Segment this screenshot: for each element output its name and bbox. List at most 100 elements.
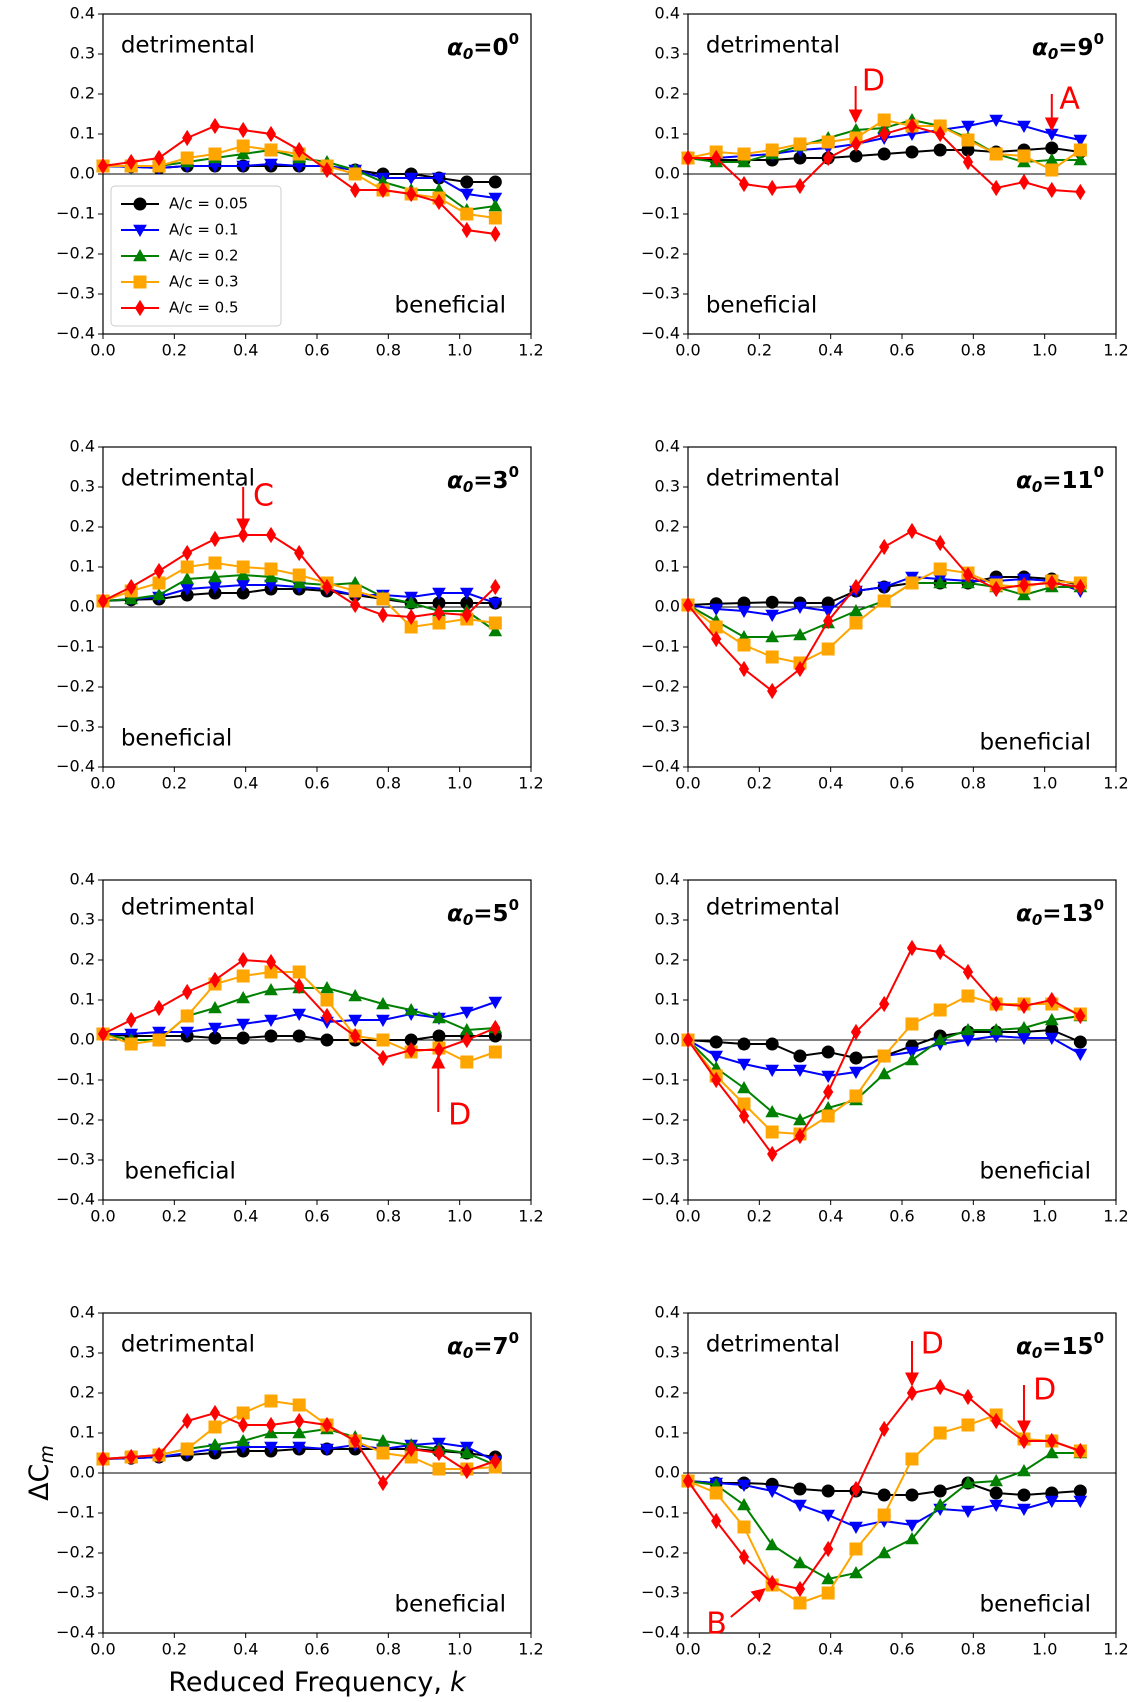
marker xyxy=(1044,1032,1059,1046)
marker xyxy=(1045,141,1059,155)
marker xyxy=(823,1540,834,1558)
marker xyxy=(294,977,305,995)
y-axis-label: ΔCm xyxy=(24,1445,58,1501)
marker xyxy=(709,603,724,617)
marker xyxy=(933,1003,947,1017)
marker xyxy=(265,953,277,971)
marker xyxy=(321,578,333,596)
marker xyxy=(376,996,390,1010)
x-tick-label: 0.2 xyxy=(747,1640,772,1659)
y-tick-label: 0.2 xyxy=(655,84,680,103)
x-tick-label: 0.2 xyxy=(162,1640,187,1659)
marker xyxy=(682,1031,694,1049)
marker xyxy=(738,175,750,193)
marker xyxy=(933,562,947,576)
marker xyxy=(737,638,751,652)
y-tick-label: −0.3 xyxy=(56,717,95,736)
x-tick-label: 1.0 xyxy=(447,341,472,360)
marker xyxy=(935,1378,946,1396)
y-tick-label: 0.1 xyxy=(70,990,95,1009)
marker xyxy=(1075,578,1086,596)
marker xyxy=(682,596,694,614)
title-superscript: 0 xyxy=(1094,463,1104,481)
y-tick-label: −0.3 xyxy=(56,1583,95,1602)
marker xyxy=(265,125,277,143)
marker xyxy=(182,1412,193,1430)
marker xyxy=(488,198,503,212)
y-tick-label: 0.1 xyxy=(70,557,95,576)
marker xyxy=(906,939,918,957)
marker xyxy=(236,146,251,160)
title-text: =9 xyxy=(1058,35,1093,61)
marker xyxy=(461,1462,472,1480)
y-tick-label: 0.1 xyxy=(70,124,95,143)
marker xyxy=(133,275,147,289)
x-tick-label: 0.4 xyxy=(818,1207,843,1226)
x-tick-label: 0.4 xyxy=(818,774,843,793)
marker xyxy=(1017,587,1031,601)
marker xyxy=(406,608,417,626)
marker xyxy=(738,660,750,678)
marker xyxy=(933,143,947,157)
y-tick-label: 0.1 xyxy=(655,1423,680,1442)
marker xyxy=(793,1112,807,1126)
legend-box xyxy=(110,185,282,327)
marker xyxy=(711,630,722,648)
marker xyxy=(208,147,222,161)
y-tick-label: 0.1 xyxy=(70,1423,95,1442)
marker xyxy=(821,1484,835,1498)
x-tick-label: 0.8 xyxy=(961,1640,986,1659)
panel-title: α0=00 xyxy=(447,30,519,63)
marker xyxy=(320,1443,334,1457)
marker xyxy=(406,185,417,203)
region-label: beneficial xyxy=(980,1592,1092,1618)
marker xyxy=(153,999,165,1017)
marker xyxy=(1017,1020,1031,1034)
marker xyxy=(793,1555,807,1569)
marker xyxy=(989,1486,1003,1500)
y-tick-label: 0.2 xyxy=(70,517,95,536)
marker xyxy=(404,595,419,609)
marker xyxy=(376,1014,390,1028)
y-tick-label: 0.4 xyxy=(655,4,680,23)
x-tick-label: 1.2 xyxy=(518,1207,543,1226)
marker xyxy=(152,587,166,601)
x-tick-label: 0.4 xyxy=(233,774,258,793)
x-tick-label: 1.2 xyxy=(1103,1640,1128,1659)
marker xyxy=(182,129,193,147)
marker xyxy=(905,145,919,159)
y-tick-label: 0.3 xyxy=(655,44,680,63)
marker xyxy=(294,141,305,159)
x-tick-label: 0.8 xyxy=(376,341,401,360)
y-tick-label: 0.0 xyxy=(655,1463,680,1482)
marker xyxy=(321,1007,333,1025)
title-subscript: 0 xyxy=(463,45,473,63)
marker xyxy=(180,1009,194,1023)
y-tick-label: 0.4 xyxy=(70,437,95,456)
marker xyxy=(1073,134,1088,148)
marker xyxy=(877,113,891,127)
y-tick-label: −0.4 xyxy=(641,1190,680,1209)
marker xyxy=(821,642,835,656)
marker xyxy=(709,1050,724,1064)
marker xyxy=(1046,1432,1057,1450)
marker xyxy=(962,153,974,171)
y-tick-label: 0.2 xyxy=(655,1383,680,1402)
marker xyxy=(97,1025,109,1043)
title-subscript: 0 xyxy=(1032,911,1042,929)
marker xyxy=(488,1045,502,1059)
marker xyxy=(153,1446,165,1464)
marker xyxy=(793,137,807,151)
y-tick-label: −0.2 xyxy=(56,677,95,696)
x-tick-label: 1.0 xyxy=(1032,341,1057,360)
marker xyxy=(765,143,779,157)
marker xyxy=(935,125,946,143)
marker xyxy=(320,980,334,994)
x-tick-label: 0.0 xyxy=(675,774,700,793)
marker xyxy=(850,1023,862,1041)
marker xyxy=(877,581,892,595)
marker xyxy=(459,188,474,202)
marker xyxy=(933,575,948,589)
x-tick-label: 1.0 xyxy=(1032,1640,1057,1659)
marker xyxy=(320,1033,334,1047)
